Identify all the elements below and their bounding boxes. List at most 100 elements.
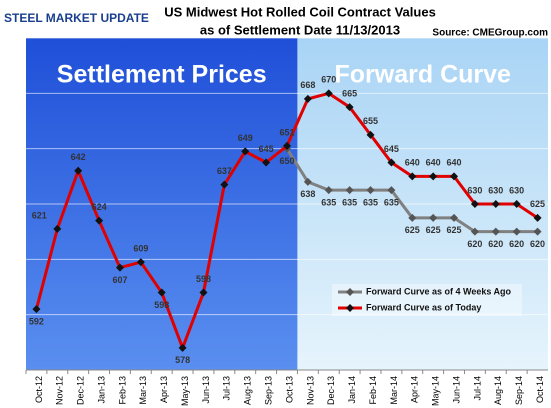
x-tick-label: Jun-14 bbox=[451, 376, 461, 404]
data-label: 635 bbox=[321, 198, 336, 208]
marker bbox=[220, 180, 229, 189]
data-label: 607 bbox=[112, 275, 127, 285]
data-label: 645 bbox=[259, 144, 274, 154]
x-tick-label: Apr-13 bbox=[159, 376, 169, 403]
marker bbox=[429, 213, 438, 222]
marker bbox=[366, 130, 375, 139]
marker bbox=[283, 141, 291, 150]
marker bbox=[345, 103, 354, 112]
data-label: 630 bbox=[488, 185, 503, 195]
data-label: 609 bbox=[133, 243, 148, 253]
marker bbox=[408, 172, 417, 181]
data-label: 621 bbox=[32, 210, 47, 220]
x-tick-label: Aug-14 bbox=[493, 376, 503, 405]
marker bbox=[32, 305, 41, 314]
annotation: Settlement Prices bbox=[57, 61, 267, 89]
data-label: 650 bbox=[279, 156, 294, 166]
data-label: 638 bbox=[300, 189, 315, 199]
marker bbox=[366, 186, 375, 195]
data-label: 598 bbox=[154, 300, 169, 310]
marker bbox=[533, 227, 542, 236]
marker bbox=[53, 224, 62, 233]
data-label: 640 bbox=[447, 158, 462, 168]
legend-marker bbox=[346, 304, 354, 312]
x-tick-label: Dec-12 bbox=[76, 376, 86, 405]
marker bbox=[241, 147, 250, 156]
marker bbox=[450, 172, 459, 181]
marker bbox=[324, 89, 333, 98]
marker bbox=[199, 288, 208, 297]
marker bbox=[262, 158, 271, 167]
marker bbox=[324, 186, 333, 195]
data-label: 625 bbox=[447, 225, 462, 235]
data-label: 642 bbox=[71, 152, 86, 162]
marker bbox=[387, 158, 396, 167]
data-label: 668 bbox=[300, 80, 315, 90]
data-label: 635 bbox=[363, 198, 378, 208]
x-tick-label: Oct-14 bbox=[535, 376, 545, 403]
marker bbox=[345, 186, 354, 195]
marker bbox=[429, 172, 438, 181]
marker bbox=[470, 227, 479, 236]
marker bbox=[303, 94, 312, 103]
x-tick-label: Jul-14 bbox=[472, 376, 482, 401]
x-tick-label: Jun-13 bbox=[201, 376, 211, 404]
marker bbox=[178, 343, 187, 352]
data-label: 635 bbox=[342, 198, 357, 208]
data-label: 630 bbox=[509, 185, 524, 195]
chart-subtitle: as of Settlement Date 11/13/2013 bbox=[200, 22, 400, 37]
data-label: 620 bbox=[488, 239, 503, 249]
data-label: 592 bbox=[29, 317, 44, 327]
data-label: 645 bbox=[384, 144, 399, 154]
data-label: 640 bbox=[426, 158, 441, 168]
marker bbox=[95, 216, 104, 225]
x-tick-label: Feb-14 bbox=[368, 376, 378, 405]
marker bbox=[491, 200, 500, 208]
data-label: 624 bbox=[92, 202, 107, 212]
x-tick-label: Jan-14 bbox=[347, 376, 357, 404]
x-tick-label: Apr-14 bbox=[410, 376, 420, 403]
x-tick-label: Aug-13 bbox=[243, 376, 253, 405]
data-label: 649 bbox=[238, 133, 253, 143]
marker bbox=[533, 213, 542, 222]
x-tick-label: Jul-13 bbox=[222, 376, 232, 401]
data-label: 625 bbox=[530, 199, 545, 209]
annotation: Forward Curve bbox=[335, 61, 512, 89]
x-tick-label: Sep-14 bbox=[514, 376, 524, 405]
data-label: 578 bbox=[175, 355, 190, 365]
logo: STEEL MARKET UPDATE bbox=[4, 11, 149, 25]
source: Source: CMEGroup.com bbox=[432, 28, 548, 39]
data-label: 635 bbox=[384, 198, 399, 208]
data-label: 625 bbox=[405, 225, 420, 235]
x-tick-label: Feb-13 bbox=[117, 376, 127, 405]
x-tick-label: Oct-12 bbox=[34, 376, 44, 403]
legend-label: Forward Curve as of Today bbox=[366, 302, 481, 312]
x-tick-label: Jan-13 bbox=[96, 376, 106, 404]
marker bbox=[303, 177, 312, 186]
x-tick-label: Nov-13 bbox=[305, 376, 315, 405]
x-tick-label: May-14 bbox=[431, 376, 441, 406]
data-label: 637 bbox=[217, 166, 232, 176]
marker bbox=[115, 263, 124, 272]
x-tick-label: Dec-13 bbox=[326, 376, 336, 405]
data-label: 620 bbox=[530, 239, 545, 249]
marker bbox=[408, 213, 417, 222]
marker bbox=[450, 213, 459, 222]
x-tick-label: Mar-14 bbox=[389, 376, 399, 405]
marker bbox=[74, 166, 83, 175]
data-label: 620 bbox=[509, 239, 524, 249]
data-label: 665 bbox=[342, 89, 357, 99]
marker bbox=[491, 227, 500, 236]
marker bbox=[136, 258, 145, 267]
marker bbox=[512, 227, 521, 236]
x-tick-label: Mar-13 bbox=[138, 376, 148, 405]
marker bbox=[157, 288, 166, 297]
legend bbox=[332, 284, 522, 316]
marker bbox=[387, 186, 396, 195]
data-label: 625 bbox=[426, 225, 441, 235]
legend-label: Forward Curve as of 4 Weeks Ago bbox=[366, 286, 512, 296]
data-label: 670 bbox=[321, 75, 336, 85]
data-label: 620 bbox=[467, 239, 482, 249]
legend-marker bbox=[346, 288, 354, 296]
